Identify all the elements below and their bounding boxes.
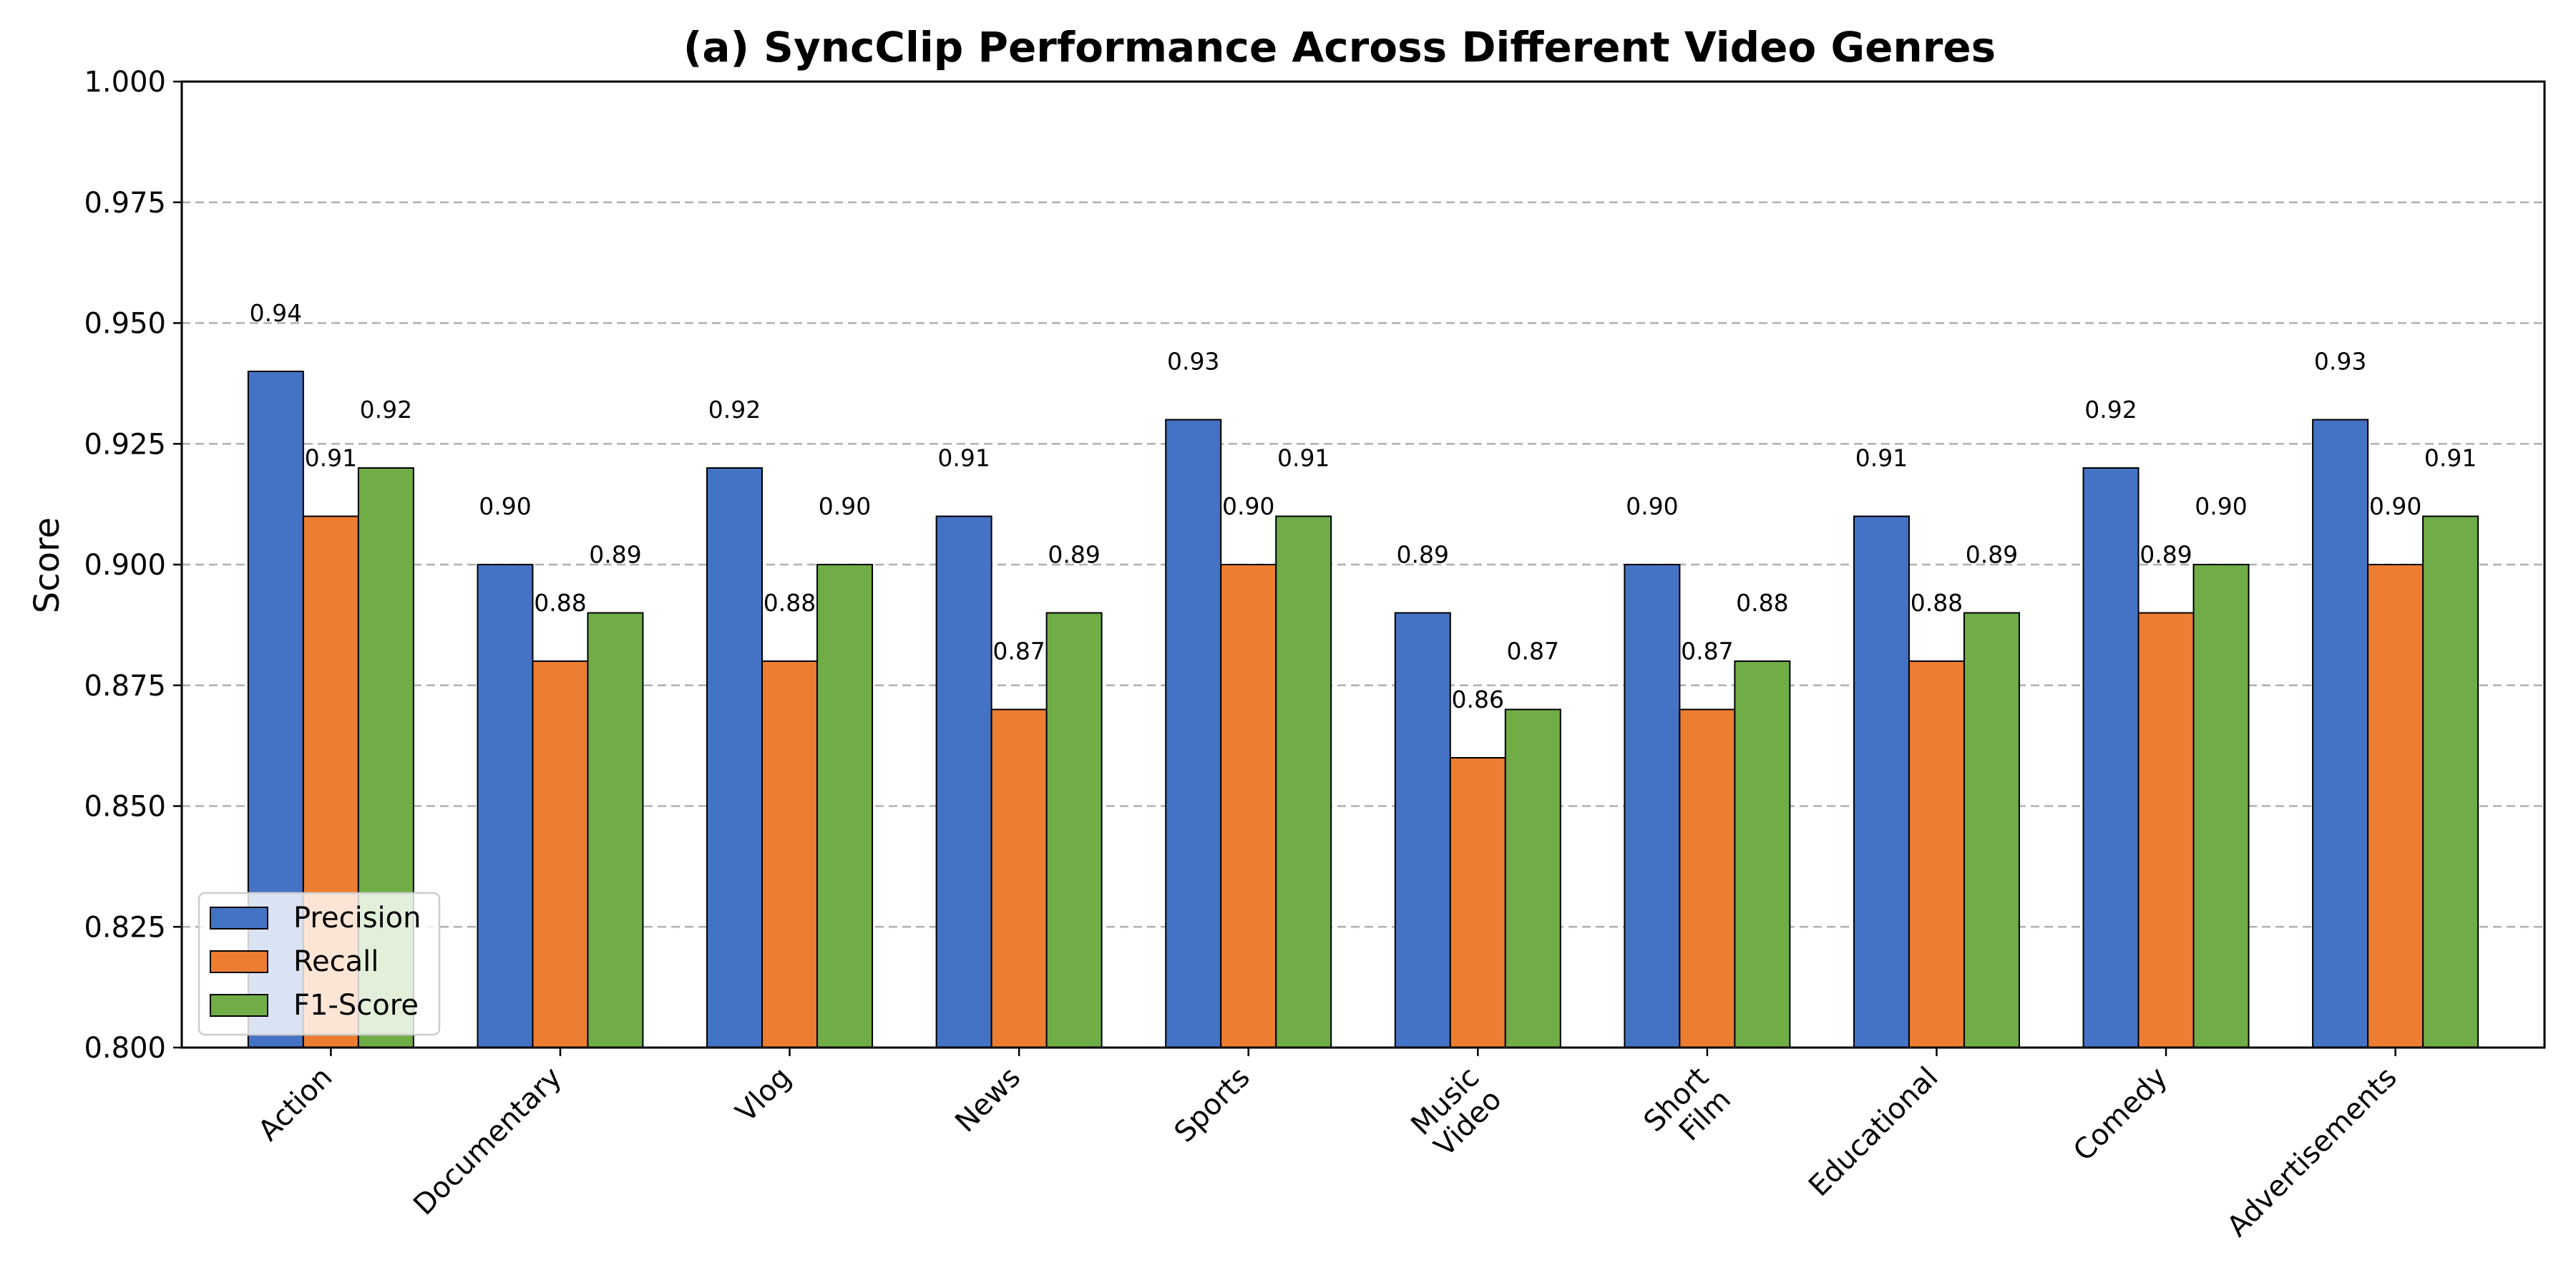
x-tick-label: Action bbox=[252, 1061, 338, 1148]
data-label-recall: 0.88 bbox=[534, 589, 586, 617]
bar-f1-score bbox=[1504, 708, 1561, 1048]
bar-f1-score bbox=[1734, 660, 1791, 1048]
bar-precision bbox=[2312, 419, 2369, 1048]
bar-precision bbox=[1853, 515, 1910, 1048]
data-label-f1-score: 0.87 bbox=[1507, 638, 1559, 665]
legend-label-recall: Recall bbox=[293, 945, 379, 978]
y-tick-label: 0.875 bbox=[84, 670, 166, 703]
data-label-f1-score: 0.90 bbox=[2195, 492, 2247, 520]
data-label-precision: 0.89 bbox=[1397, 541, 1449, 569]
bar-f1-score bbox=[2192, 564, 2250, 1048]
x-tick-label: ShortFilm bbox=[1638, 1061, 1738, 1161]
bar-recall bbox=[990, 708, 1048, 1048]
x-tick-label: Educational bbox=[1802, 1061, 1945, 1204]
bar-recall bbox=[1220, 564, 1277, 1048]
legend-swatch-recall bbox=[210, 950, 268, 973]
x-tick-label: MusicVideo bbox=[1405, 1061, 1508, 1164]
bar-f1-score bbox=[1963, 612, 2020, 1048]
data-label-recall: 0.91 bbox=[305, 444, 357, 472]
bar-precision bbox=[1624, 564, 1681, 1048]
bar-precision bbox=[706, 467, 763, 1048]
x-axis-ticks: Action Documentary Vlog News Sports MusicVide… bbox=[252, 1048, 2404, 1244]
bar-precision bbox=[1394, 612, 1451, 1048]
bar-f1-score bbox=[816, 564, 874, 1048]
y-tick-label: 0.850 bbox=[84, 791, 166, 824]
bars bbox=[247, 371, 2479, 1048]
x-tick-label: News bbox=[949, 1061, 1027, 1139]
data-label-f1-score: 0.92 bbox=[360, 396, 412, 424]
data-label-recall: 0.87 bbox=[1681, 638, 1733, 665]
data-label-recall: 0.88 bbox=[1911, 589, 1963, 617]
data-label-precision: 0.90 bbox=[479, 492, 531, 520]
data-label-f1-score: 0.88 bbox=[1736, 589, 1788, 617]
bar-f1-score bbox=[587, 612, 644, 1048]
bar-f1-score bbox=[1045, 612, 1103, 1048]
x-tick-label: Documentary bbox=[407, 1061, 568, 1222]
bar-recall bbox=[761, 660, 819, 1048]
x-tick-label: Vlog bbox=[730, 1061, 798, 1129]
x-tick-label: Advertisements bbox=[2221, 1061, 2404, 1244]
y-tick-label: 0.825 bbox=[84, 911, 166, 944]
data-label-f1-score: 0.89 bbox=[1048, 541, 1100, 569]
legend-swatch-precision bbox=[210, 907, 268, 930]
y-tick-label: 1.000 bbox=[84, 66, 166, 99]
bar-f1-score bbox=[2422, 515, 2479, 1048]
y-tick-label: 0.925 bbox=[84, 428, 166, 461]
y-axis-ticks: 0.800 0.825 0.850 0.875 0.900 0.925 0.950 0.975… bbox=[84, 66, 182, 1065]
y-tick-label: 0.975 bbox=[84, 187, 166, 220]
bar-precision bbox=[935, 515, 992, 1048]
data-label-recall: 0.86 bbox=[1452, 686, 1504, 713]
data-label-recall: 0.90 bbox=[1222, 492, 1274, 520]
data-label-recall: 0.88 bbox=[763, 589, 816, 617]
data-label-recall: 0.90 bbox=[2369, 492, 2421, 520]
legend-swatch-f1-score bbox=[210, 994, 268, 1017]
x-tick-label: Comedy bbox=[2067, 1061, 2174, 1168]
data-label-recall: 0.87 bbox=[992, 638, 1045, 665]
bar-recall bbox=[2137, 612, 2195, 1048]
legend-label-precision: Precision bbox=[293, 902, 421, 935]
data-label-precision: 0.91 bbox=[1855, 444, 1908, 472]
data-label-f1-score: 0.89 bbox=[589, 541, 641, 569]
bar-recall bbox=[1908, 660, 1965, 1048]
data-label-precision: 0.92 bbox=[708, 396, 761, 424]
bar-precision bbox=[1165, 419, 1222, 1048]
bar-f1-score bbox=[1275, 515, 1332, 1048]
bar-recall bbox=[1679, 708, 1736, 1048]
bar-recall bbox=[2367, 564, 2424, 1048]
data-label-f1-score: 0.91 bbox=[2424, 444, 2477, 472]
data-label-precision: 0.91 bbox=[937, 444, 990, 472]
chart-title: (a) SyncClip Performance Across Differen… bbox=[683, 23, 1996, 72]
bar-precision bbox=[477, 564, 534, 1048]
data-label-f1-score: 0.91 bbox=[1277, 444, 1330, 472]
y-axis-label: Score bbox=[27, 517, 67, 613]
data-label-precision: 0.93 bbox=[1167, 348, 1219, 376]
data-label-precision: 0.92 bbox=[2084, 396, 2137, 424]
data-label-precision: 0.93 bbox=[2314, 348, 2366, 376]
x-tick-label: Sports bbox=[1169, 1061, 1257, 1149]
data-label-f1-score: 0.89 bbox=[1966, 541, 2018, 569]
bar-precision bbox=[2082, 467, 2140, 1048]
bar-recall bbox=[532, 660, 589, 1048]
data-label-precision: 0.94 bbox=[250, 299, 302, 327]
data-labels: 0.940.910.920.900.880.890.920.880.900.91… bbox=[250, 299, 2477, 713]
legend-label-f1-score: F1-Score bbox=[293, 989, 419, 1022]
legend: Precision Recall F1-Score bbox=[197, 892, 441, 1036]
data-label-precision: 0.90 bbox=[1626, 492, 1678, 520]
data-label-f1-score: 0.90 bbox=[819, 492, 871, 520]
y-tick-label: 0.900 bbox=[84, 549, 166, 582]
data-label-recall: 0.89 bbox=[2140, 541, 2192, 569]
y-tick-label: 0.800 bbox=[84, 1032, 166, 1065]
y-tick-label: 0.950 bbox=[84, 308, 166, 341]
bar-recall bbox=[1449, 757, 1506, 1048]
